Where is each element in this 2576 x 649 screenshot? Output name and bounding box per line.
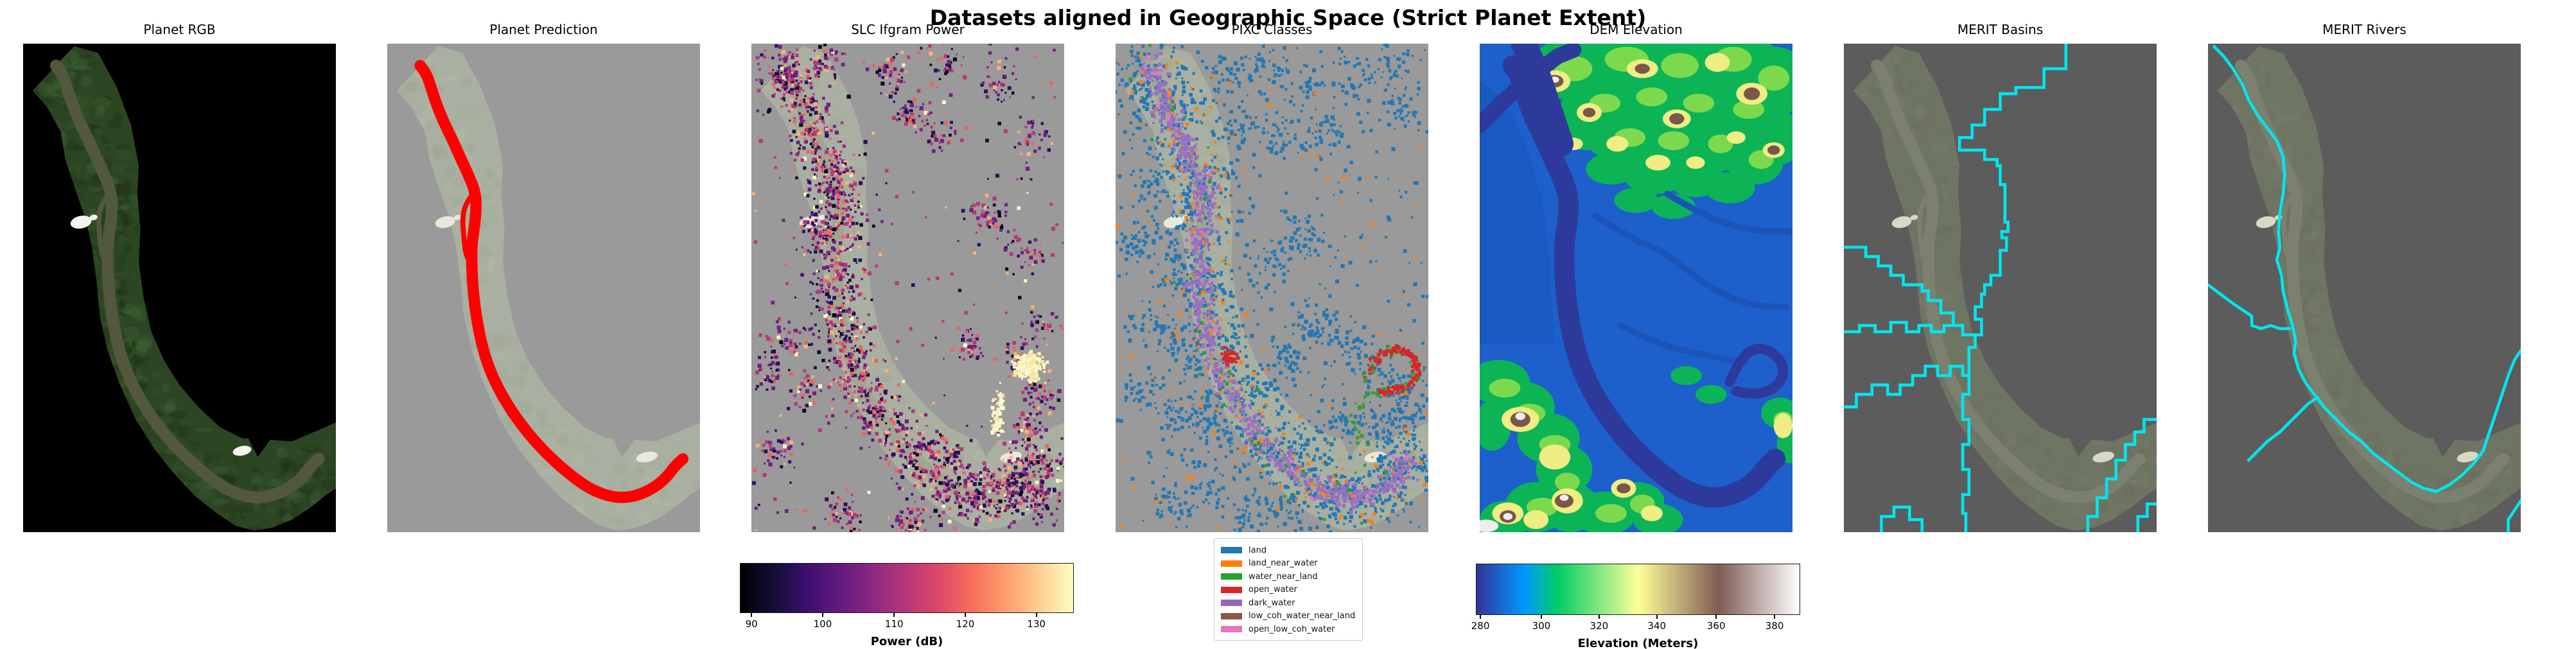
pixc-speckle-field <box>1116 44 1428 532</box>
legend-item-low_coh_water_near_land: low_coh_water_near_land <box>1221 610 1356 623</box>
cloud-spot <box>1891 216 1912 229</box>
legend-item-open_low_coh_water: open_low_coh_water <box>1221 623 1356 636</box>
elevation-colorbar: 280 300 320 340 360 380 Elevation (Meters) <box>1471 564 1800 649</box>
panel-merit-rivers <box>2208 44 2521 532</box>
colorbar-tick-mark <box>1715 615 1717 619</box>
basins-vector-lines <box>1844 44 2157 532</box>
colorbar-tick-mark <box>893 613 895 617</box>
cloud-spot <box>70 215 92 229</box>
legend-swatch-low_coh_water_near_land <box>1221 612 1242 619</box>
panel-title-dem-elevation: DEM Elevation <box>1590 22 1683 37</box>
cloud-spot <box>818 214 826 220</box>
colorbar-tick-label: 340 <box>1647 620 1667 632</box>
colorbar-tick-label: 100 <box>813 618 832 630</box>
panel-merit-basins <box>1844 44 2157 532</box>
panel-title-planet-rgb: Planet RGB <box>143 22 216 37</box>
power-speckle-field <box>752 44 1064 532</box>
prediction-river-line <box>414 60 688 503</box>
figure-suptitle: Datasets aligned in Geographic Space (St… <box>929 5 1647 30</box>
legend-label: open_water <box>1249 585 1297 595</box>
panel-title-merit-basins: MERIT Basins <box>1957 22 2044 37</box>
river-channel <box>2234 59 2510 504</box>
river-corridor-swath <box>1853 46 2157 531</box>
colorbar-tick-mark <box>1541 615 1542 619</box>
colorbar-tick-label: 360 <box>1706 620 1726 632</box>
colorbar-tick-label: 300 <box>1532 620 1551 632</box>
panel-pixc-classes <box>1116 44 1428 532</box>
panel-title-pixc-classes: PIXC Classes <box>1231 22 1313 37</box>
river-corridor-swath <box>2217 46 2521 531</box>
colorbar-tick-mark <box>1480 615 1482 619</box>
colorbar-tick-label: 130 <box>1027 618 1046 630</box>
river-channel <box>49 59 325 504</box>
cloud-spot <box>2457 451 2478 463</box>
legend-item-dark_water: dark_water <box>1221 596 1356 610</box>
legend-label: dark_water <box>1249 598 1295 608</box>
legend-label: land_near_water <box>1249 558 1318 569</box>
cloud-spot <box>1910 214 1918 220</box>
colorbar-tick-label: 380 <box>1765 620 1784 632</box>
colorbar-tick-mark <box>965 613 966 617</box>
legend-swatch-water_near_land <box>1221 573 1242 580</box>
dem-river-channel <box>1502 55 1786 508</box>
legend-item-water_near_land: water_near_land <box>1221 570 1356 584</box>
legend-swatch-land_near_water <box>1221 560 1242 567</box>
colorbar-tick-mark <box>821 613 823 617</box>
legend-swatch-land <box>1221 547 1242 554</box>
panel-dem-elevation <box>1480 44 1792 532</box>
elevation-colorbar-gradient <box>1476 564 1800 615</box>
cloud-spot <box>636 451 658 463</box>
colorbar-tick-label: 320 <box>1590 620 1609 632</box>
legend-label: land <box>1249 545 1267 555</box>
legend-item-open_water: open_water <box>1221 584 1356 597</box>
legend-label: low_coh_water_near_land <box>1249 611 1356 621</box>
rivers-vector-lines <box>2208 44 2521 532</box>
river-corridor-swath <box>1125 46 1428 531</box>
legend-label: open_low_coh_water <box>1249 624 1335 634</box>
legend-swatch-dark_water <box>1221 600 1242 607</box>
cloud-spot <box>1163 216 1184 229</box>
colorbar-tick-mark <box>1598 615 1600 619</box>
cloud-spot <box>435 216 455 229</box>
colorbar-tick-label: 120 <box>956 618 975 630</box>
panel-title-merit-rivers: MERIT Rivers <box>2322 22 2406 37</box>
cloud-spot <box>232 446 252 456</box>
colorbar-tick-mark <box>1656 615 1658 619</box>
power-colorbar: 90 100 110 120 130 Power (dB) <box>740 563 1074 649</box>
cloud-spot <box>453 214 462 220</box>
pixc-classes-legend: land land_near_water water_near_land open_w… <box>1214 538 1363 641</box>
power-colorbar-gradient <box>740 563 1074 613</box>
panel-title-slc-ifgram-power: SLC Ifgram Power <box>851 22 965 37</box>
cloud-spot <box>2256 216 2276 229</box>
dem-oxbow <box>1724 343 1789 399</box>
colorbar-tick-label: 90 <box>745 618 758 630</box>
legend-swatch-open_low_coh_water <box>1221 626 1242 633</box>
colorbar-tick-label: 280 <box>1471 620 1490 632</box>
power-colorbar-label: Power (dB) <box>870 635 943 648</box>
panel-title-planet-prediction: Planet Prediction <box>489 22 598 37</box>
river-corridor-swath <box>32 46 336 531</box>
panel-planet-prediction <box>387 44 700 532</box>
elevation-colorbar-label: Elevation (Meters) <box>1577 637 1699 649</box>
colorbar-tick-mark <box>751 613 753 617</box>
panel-planet-rgb <box>23 44 336 532</box>
colorbar-tick-mark <box>1774 615 1776 619</box>
legend-swatch-open_water <box>1221 586 1242 593</box>
legend-item-land: land <box>1221 544 1356 557</box>
legend-label: water_near_land <box>1249 571 1318 582</box>
cloud-spot <box>2092 451 2114 463</box>
colorbar-tick-label: 110 <box>884 618 904 630</box>
river-corridor-swath <box>396 46 700 531</box>
river-channel <box>1870 59 2146 504</box>
legend-item-land_near_water: land_near_water <box>1221 557 1356 571</box>
panel-slc-ifgram-power <box>751 44 1064 532</box>
colorbar-tick-mark <box>1035 613 1037 617</box>
cloud-spot <box>89 214 98 221</box>
